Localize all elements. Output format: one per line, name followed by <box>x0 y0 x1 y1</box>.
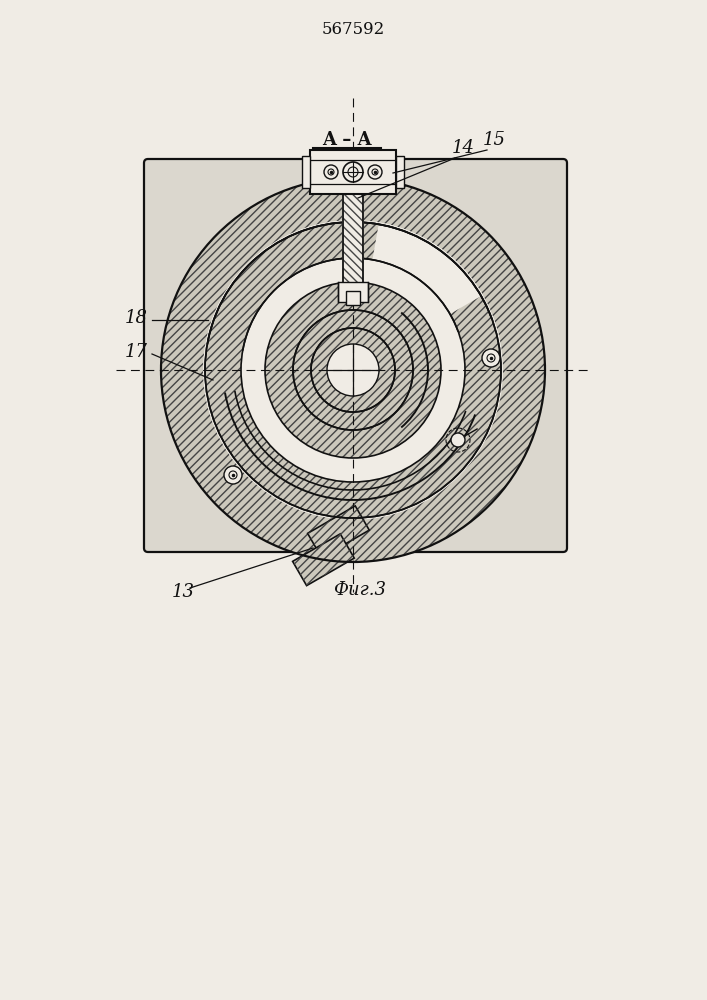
Text: Фиг.3: Фиг.3 <box>334 581 387 599</box>
Circle shape <box>203 220 503 520</box>
Bar <box>341 166 365 194</box>
Text: 14: 14 <box>452 139 474 157</box>
Circle shape <box>343 162 363 182</box>
Circle shape <box>224 466 242 484</box>
Circle shape <box>482 349 500 367</box>
Circle shape <box>311 328 395 412</box>
Circle shape <box>451 433 465 447</box>
Circle shape <box>327 344 379 396</box>
Bar <box>396 156 404 188</box>
Circle shape <box>293 310 413 430</box>
Circle shape <box>368 165 382 179</box>
Text: 17: 17 <box>125 343 148 361</box>
Text: 15: 15 <box>482 131 506 149</box>
Circle shape <box>205 222 501 518</box>
Bar <box>308 506 369 558</box>
Bar <box>343 166 363 302</box>
Circle shape <box>311 328 395 412</box>
Circle shape <box>324 165 338 179</box>
Wedge shape <box>353 222 483 370</box>
Bar <box>302 156 310 188</box>
Wedge shape <box>353 258 452 370</box>
Bar <box>310 150 396 194</box>
Text: 18: 18 <box>125 309 148 327</box>
Text: A – A: A – A <box>322 131 372 149</box>
Bar <box>308 506 369 558</box>
Circle shape <box>241 258 465 482</box>
Circle shape <box>293 310 413 430</box>
Bar <box>342 166 364 302</box>
Bar <box>346 291 360 305</box>
Bar <box>293 534 354 586</box>
FancyBboxPatch shape <box>144 159 567 552</box>
Text: 567592: 567592 <box>322 21 385 38</box>
Bar <box>338 282 368 302</box>
Bar <box>293 534 354 586</box>
Text: 13: 13 <box>172 583 194 601</box>
Circle shape <box>161 178 545 562</box>
Circle shape <box>265 282 441 458</box>
